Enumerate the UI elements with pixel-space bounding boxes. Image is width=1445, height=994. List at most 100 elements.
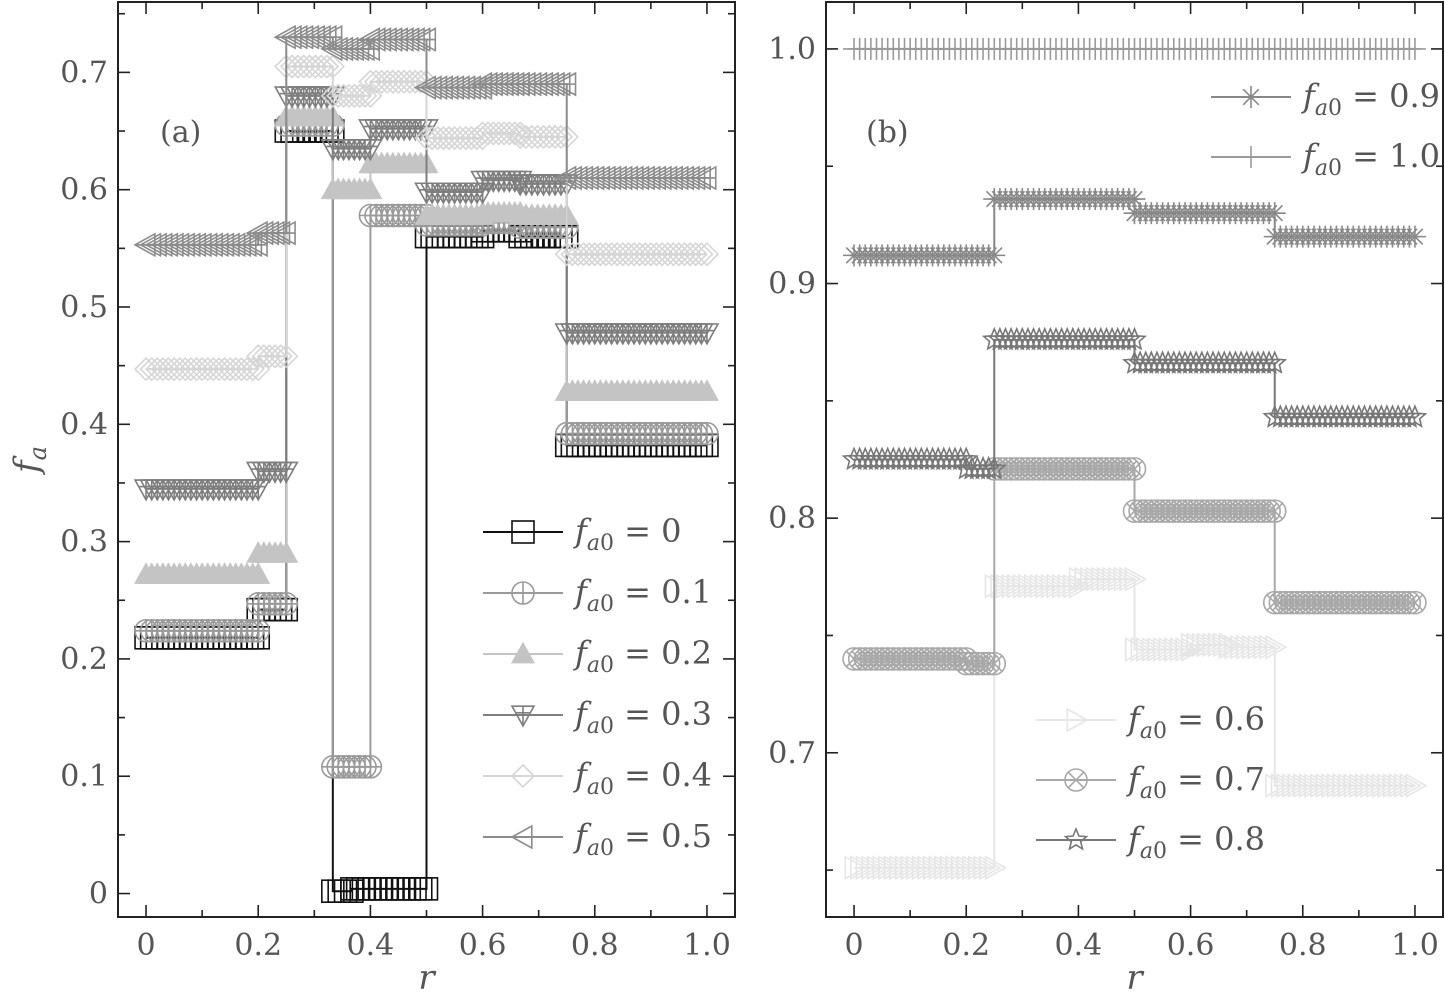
marker-shape [1164,637,1187,662]
data-point [1046,573,1069,599]
data-point [928,855,951,881]
marker-shape [1405,773,1428,798]
data-point [1001,573,1024,599]
marker-shape [976,651,1001,676]
marker-shape [1388,773,1411,798]
data-point [1224,634,1247,660]
marker-shape [1310,773,1333,798]
marker-shape [1120,460,1138,478]
marker-shape [246,562,271,584]
data-point [984,855,1007,881]
marker-shape [1175,637,1198,662]
data-point [257,344,282,369]
series-0-2 [134,104,719,584]
data-point [1117,457,1141,481]
marker-shape [1126,460,1143,478]
marker-shape [425,125,450,151]
marker-shape [1262,499,1287,523]
marker-shape [133,357,159,382]
data-point [1029,573,1052,599]
marker-shape [1124,566,1148,592]
marker-shape [985,247,1003,264]
data-point [945,855,968,881]
data-point [419,125,445,151]
y-tick-label: 1.0 [768,32,816,67]
marker-shape [206,357,232,382]
marker-shape [1360,773,1383,798]
data-point [448,125,473,151]
marker-shape [1276,773,1299,798]
data-point [358,69,383,94]
marker-shape [380,69,405,94]
data-point [577,242,602,267]
marker-shape [906,855,929,881]
data-point [1147,637,1170,662]
marker-shape [1281,773,1305,798]
marker-shape [419,125,445,151]
marker-shape [1122,457,1147,481]
marker-shape [519,124,544,150]
marker-shape [403,69,428,94]
data-point [1263,202,1286,225]
data-point [571,242,596,267]
legend-label: fa0 = 0.7 [1126,760,1265,804]
marker-shape [491,121,517,146]
data-point [414,877,439,901]
data-point [1332,773,1355,798]
legend-marker [510,763,536,789]
data-point [342,83,367,108]
series-0-4 [133,54,720,382]
data-point [1259,634,1282,660]
data-point [1164,637,1187,662]
data-point [251,344,276,369]
data-point [1023,573,1047,599]
data-point [1304,773,1327,798]
data-point [866,855,890,881]
data-point [347,83,372,108]
marker-shape [531,124,556,150]
marker-shape [593,242,619,267]
data-point [486,121,511,146]
y-tick-label: 0.6 [60,173,108,208]
data-point [531,124,556,150]
data-point [621,242,647,267]
marker-shape [560,242,585,267]
marker-shape [1371,773,1394,798]
data-point [1399,773,1422,798]
data-point [201,357,226,382]
data-point [380,69,405,94]
marker-shape [677,242,703,267]
data-point [1158,637,1181,662]
x-tick-label: 0.4 [347,928,395,963]
data-point [1321,773,1344,798]
legend-marker [510,824,533,850]
data-point [1402,404,1428,428]
marker-shape [1085,566,1108,592]
marker-shape [616,242,641,267]
marker-shape [1012,573,1035,599]
data-point [1382,773,1406,798]
data-point [605,242,630,267]
series-0-5 [133,24,717,258]
marker-shape [1218,634,1241,660]
data-point [1253,634,1276,660]
legend-label: fa0 = 0.3 [573,695,712,739]
marker-shape [1068,566,1092,592]
marker-shape [375,69,400,94]
marker-shape [320,83,345,108]
marker-shape [990,573,1013,599]
marker-shape [391,69,417,94]
data-point [1270,773,1293,798]
data-point [548,124,574,150]
marker-shape [872,855,895,881]
x-axis-label: r [418,958,436,994]
marker-shape [1397,590,1422,615]
series-0-7 [842,457,1427,676]
data-point [1169,637,1193,662]
data-point [273,461,299,484]
data-point [638,242,663,267]
marker-shape [1186,632,1209,658]
data-point [962,855,985,881]
data-point [981,455,1007,480]
data-point [666,242,692,267]
